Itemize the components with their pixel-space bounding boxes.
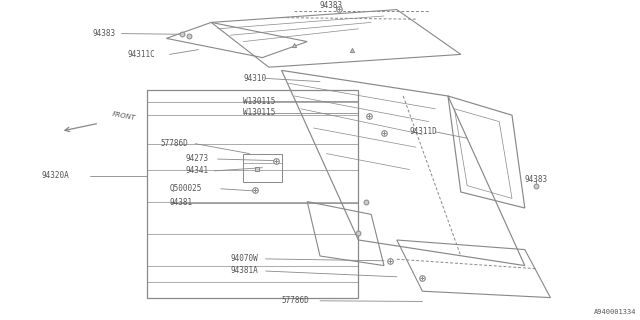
Text: 94070W: 94070W	[230, 254, 258, 263]
Text: 94341: 94341	[186, 166, 209, 175]
Text: 94311D: 94311D	[410, 127, 437, 136]
Text: 57786D: 57786D	[160, 139, 188, 148]
Text: 94381A: 94381A	[230, 266, 258, 275]
Text: 94383: 94383	[92, 29, 115, 38]
Text: 94320A: 94320A	[42, 172, 69, 180]
Text: Q500025: Q500025	[170, 184, 202, 193]
Text: FRONT: FRONT	[112, 112, 136, 122]
Text: 94383: 94383	[525, 175, 548, 184]
Text: W130115: W130115	[243, 97, 276, 106]
Text: 94273: 94273	[186, 154, 209, 163]
Text: 94310: 94310	[243, 74, 266, 83]
Text: 94311C: 94311C	[128, 50, 156, 59]
Text: 94381: 94381	[170, 198, 193, 207]
Text: W130115: W130115	[243, 108, 276, 117]
Text: 57786D: 57786D	[282, 296, 309, 305]
Text: 94383: 94383	[320, 1, 343, 10]
Text: A940001334: A940001334	[595, 309, 637, 315]
